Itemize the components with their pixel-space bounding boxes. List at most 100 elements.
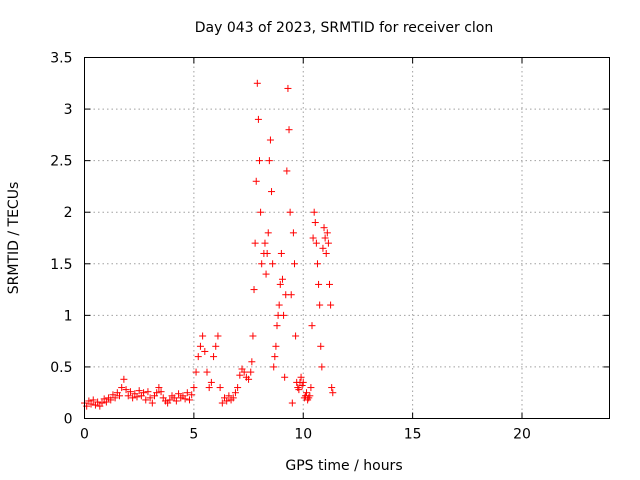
data-point <box>256 157 263 165</box>
data-point <box>283 167 291 175</box>
data-point <box>229 394 237 402</box>
data-point <box>249 332 257 340</box>
data-point <box>268 188 276 196</box>
data-point <box>205 384 213 392</box>
data-point <box>201 347 209 355</box>
data-point <box>157 388 165 396</box>
chart-title: Day 043 of 2023, SRMTID for receiver clo… <box>195 20 493 36</box>
data-point <box>295 386 303 394</box>
data-point <box>250 286 258 294</box>
data-point <box>214 332 222 340</box>
data-point <box>287 291 295 299</box>
data-point <box>269 260 277 268</box>
data-point <box>308 322 316 330</box>
data-point <box>231 389 239 397</box>
data-point <box>303 389 311 397</box>
data-point <box>223 397 231 405</box>
data-point <box>175 390 183 398</box>
data-point <box>153 389 161 397</box>
data-point <box>272 342 280 350</box>
data-point <box>133 393 141 401</box>
data-point <box>212 342 220 350</box>
data-point <box>316 301 324 309</box>
data-point <box>194 353 202 361</box>
data-point <box>299 378 307 386</box>
data-point <box>317 342 325 350</box>
data-point <box>122 386 130 394</box>
data-point <box>297 373 305 381</box>
data-point <box>207 378 215 386</box>
data-point <box>265 157 273 165</box>
data-point <box>284 84 292 92</box>
data-point <box>118 384 126 392</box>
data-point <box>186 396 193 404</box>
data-point <box>270 363 278 371</box>
data-point <box>285 126 293 134</box>
data-point <box>261 239 269 247</box>
data-point <box>155 384 163 392</box>
data-point <box>135 387 143 395</box>
data-point <box>225 392 233 400</box>
plot-frame <box>84 57 610 419</box>
data-point <box>188 391 196 399</box>
data-point <box>87 400 95 408</box>
data-point <box>281 373 289 381</box>
data-point <box>146 394 154 402</box>
y-tick-label: 2.5 <box>50 154 72 170</box>
data-point <box>271 353 279 361</box>
x-axis-label: GPS time / hours <box>285 458 402 474</box>
data-point <box>181 395 189 403</box>
grid-lines <box>84 57 610 419</box>
data-point <box>277 249 285 257</box>
data-point <box>275 301 283 309</box>
data-point <box>107 396 115 404</box>
data-point <box>203 368 211 376</box>
y-tick-label: 1 <box>64 308 73 324</box>
data-point <box>199 332 207 340</box>
data-point <box>236 371 244 379</box>
data-point <box>245 375 253 383</box>
data-point <box>311 219 319 227</box>
y-tick-label: 3.5 <box>50 51 72 67</box>
data-point <box>192 368 200 376</box>
data-point <box>183 389 191 397</box>
x-tick-label: 5 <box>189 427 198 443</box>
data-point <box>247 368 255 376</box>
data-point <box>196 342 204 350</box>
data-point <box>172 397 180 405</box>
data-point <box>102 398 110 406</box>
data-point <box>126 388 134 396</box>
data-point <box>258 260 266 268</box>
data-point <box>129 394 137 402</box>
data-point <box>320 224 328 232</box>
data-point <box>216 384 224 392</box>
data-point <box>327 301 335 309</box>
data-point <box>262 270 270 278</box>
data-point <box>309 234 317 242</box>
data-point <box>280 311 288 319</box>
data-points <box>81 79 337 410</box>
data-point <box>273 322 281 330</box>
data-point <box>190 384 198 392</box>
data-point <box>264 229 272 237</box>
data-point <box>315 280 323 288</box>
data-point <box>291 260 298 268</box>
data-point <box>323 229 331 237</box>
y-tick-label: 1.5 <box>50 257 72 273</box>
data-point <box>166 396 174 404</box>
data-point <box>94 398 102 406</box>
data-point <box>286 208 294 216</box>
data-point <box>234 384 242 392</box>
data-point <box>292 332 300 340</box>
data-point <box>329 389 337 397</box>
y-tick-label: 0.5 <box>50 360 72 376</box>
data-point <box>319 244 327 252</box>
data-point <box>257 208 265 216</box>
data-point <box>144 388 152 396</box>
data-point <box>288 399 296 407</box>
data-point <box>140 389 148 397</box>
data-point <box>321 234 329 242</box>
data-point <box>218 399 226 407</box>
data-point <box>240 368 248 376</box>
data-point <box>318 363 326 371</box>
